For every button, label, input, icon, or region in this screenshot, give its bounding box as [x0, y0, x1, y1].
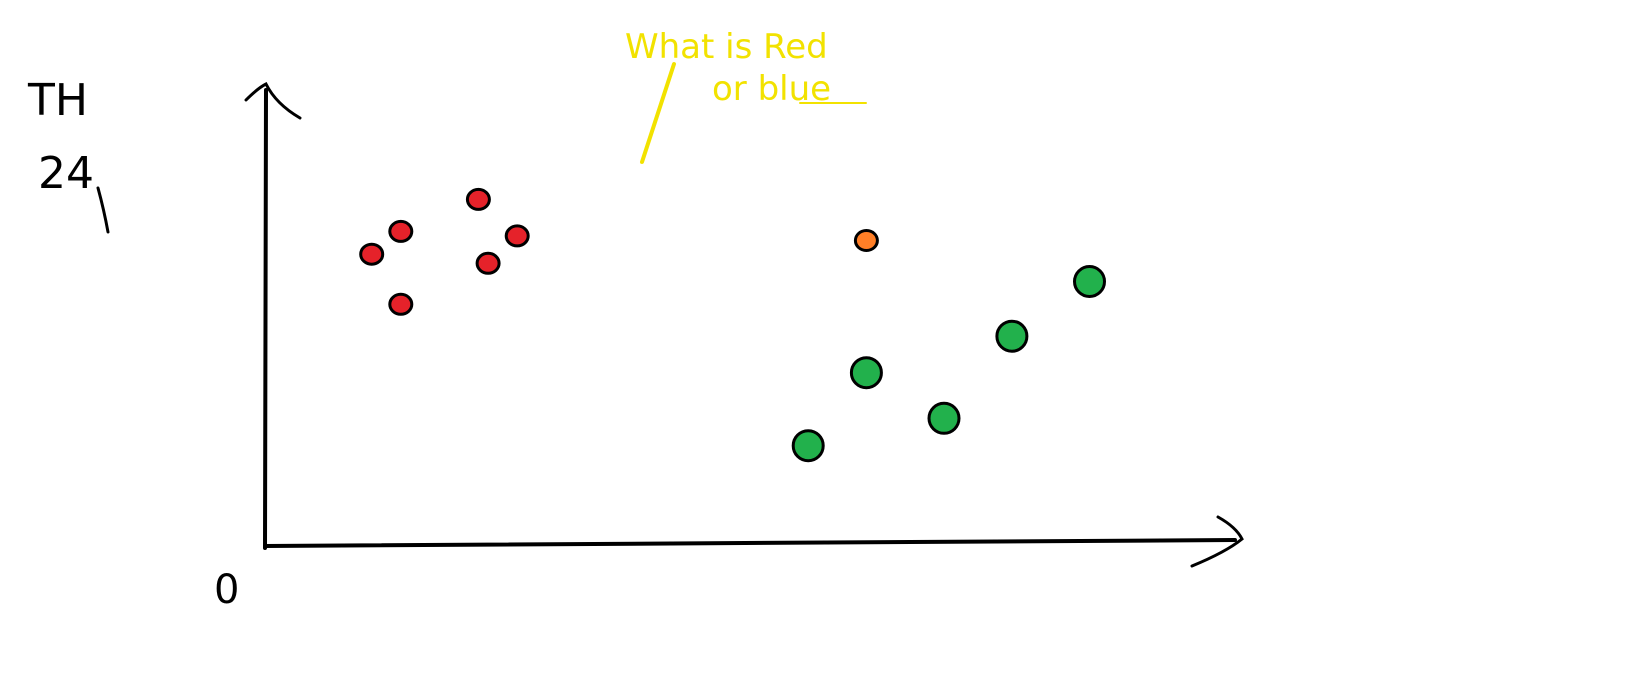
- red-point-5: [475, 251, 501, 275]
- red-point-3: [504, 224, 530, 248]
- red-point-6: [388, 292, 414, 316]
- origin-label: 0: [214, 567, 239, 613]
- green-point-11: [927, 401, 961, 435]
- y-axis-arrow: [244, 81, 302, 120]
- green-point-8: [1073, 265, 1106, 298]
- red-point-1: [465, 187, 491, 211]
- annotation-line1: What is Red: [625, 27, 828, 67]
- y-axis-label-tail: [96, 186, 110, 234]
- y-axis-line: [263, 88, 268, 550]
- red-point-2: [388, 219, 414, 243]
- x-axis-arrow: [1190, 515, 1244, 568]
- y-axis-label-line1: TH: [27, 75, 88, 126]
- orange-point-7: [853, 229, 879, 252]
- y-axis-label-line2: 24: [38, 148, 94, 199]
- data-points: [359, 187, 1106, 463]
- green-point-12: [791, 429, 825, 463]
- red-point-4: [359, 242, 385, 266]
- annotation-pointer-line: [640, 62, 676, 164]
- green-point-9: [995, 319, 1029, 353]
- x-axis-line: [263, 538, 1237, 548]
- green-point-10: [849, 356, 883, 390]
